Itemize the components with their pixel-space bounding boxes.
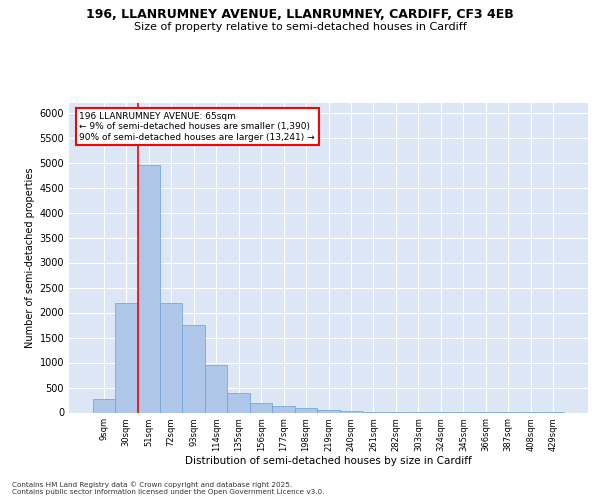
Text: Contains HM Land Registry data © Crown copyright and database right 2025.
Contai: Contains HM Land Registry data © Crown c… — [12, 482, 325, 495]
Bar — [160, 302, 182, 412]
Bar — [115, 302, 137, 412]
Bar — [227, 392, 250, 412]
Bar — [92, 399, 115, 412]
Bar — [295, 408, 317, 412]
Text: 196 LLANRUMNEY AVENUE: 65sqm
← 9% of semi-detached houses are smaller (1,390)
90: 196 LLANRUMNEY AVENUE: 65sqm ← 9% of sem… — [79, 112, 315, 142]
Bar — [317, 410, 340, 412]
Bar — [182, 325, 205, 412]
Text: 196, LLANRUMNEY AVENUE, LLANRUMNEY, CARDIFF, CF3 4EB: 196, LLANRUMNEY AVENUE, LLANRUMNEY, CARD… — [86, 8, 514, 20]
Y-axis label: Number of semi-detached properties: Number of semi-detached properties — [25, 167, 35, 348]
Bar — [272, 406, 295, 412]
Bar — [340, 411, 362, 412]
Bar — [137, 165, 160, 412]
Bar — [205, 365, 227, 412]
Bar — [250, 402, 272, 412]
Text: Size of property relative to semi-detached houses in Cardiff: Size of property relative to semi-detach… — [134, 22, 466, 32]
X-axis label: Distribution of semi-detached houses by size in Cardiff: Distribution of semi-detached houses by … — [185, 456, 472, 466]
